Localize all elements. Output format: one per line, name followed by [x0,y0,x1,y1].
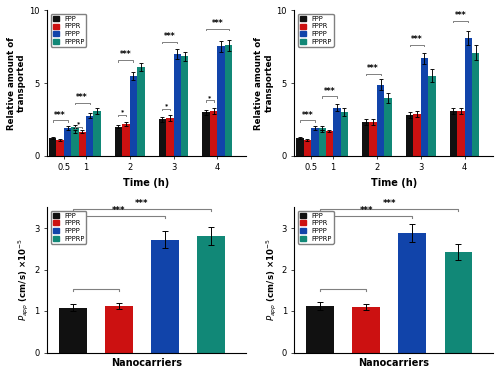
Bar [105,306,132,352]
Bar [377,84,384,156]
Bar [56,140,64,156]
Text: ***: *** [382,199,396,208]
Text: *: * [208,95,212,100]
Bar [370,122,377,156]
Text: (C): (C) [53,211,72,222]
Y-axis label: $P_{app}$ (cm/s) ×10$^{-5}$: $P_{app}$ (cm/s) ×10$^{-5}$ [17,238,32,321]
Bar [428,76,436,156]
Bar [174,54,181,156]
Bar [304,140,311,156]
X-axis label: Nanocarriers: Nanocarriers [358,358,430,368]
Legend: FPP, FPPR, FPPP, FPPRP: FPP, FPPR, FPPP, FPPRP [50,14,86,47]
Bar [333,108,340,156]
Bar [198,236,225,352]
Text: (B): (B) [300,15,319,25]
Text: ***: *** [360,206,373,215]
Bar [72,127,79,156]
X-axis label: Time (h): Time (h) [370,178,417,188]
Bar [464,38,472,156]
Bar [122,124,130,156]
Y-axis label: Relative amount of
transported: Relative amount of transported [7,37,26,130]
Bar [296,138,304,156]
Text: ***: *** [164,32,175,41]
Bar [450,111,457,156]
Legend: FPP, FPPR, FPPP, FPPRP: FPP, FPPR, FPPP, FPPRP [298,14,334,47]
Text: ***: *** [324,87,335,96]
Bar [49,138,56,156]
Bar [352,307,380,352]
Text: ***: *** [212,19,223,28]
Text: ***: *** [120,50,132,59]
X-axis label: Nanocarriers: Nanocarriers [111,358,182,368]
Legend: FPP, FPPR, FPPP, FPPRP: FPP, FPPR, FPPP, FPPRP [298,211,334,244]
Bar [181,56,188,156]
Text: *: * [120,110,124,114]
Bar [362,122,370,156]
Bar [472,53,480,156]
Bar [406,115,413,156]
Bar [340,112,348,156]
Text: *: * [164,104,168,109]
Text: ***: *** [135,199,148,208]
Bar [94,111,100,156]
X-axis label: Time (h): Time (h) [124,178,170,188]
Bar [457,111,464,156]
Bar [130,76,137,156]
Bar [420,58,428,156]
Bar [158,119,166,156]
Bar [318,131,326,156]
Bar [71,132,78,156]
Bar [218,46,225,156]
Bar [384,98,392,156]
Bar [151,240,179,352]
Text: ***: *** [368,64,379,73]
Text: ***: *** [112,206,126,215]
Text: *: * [77,121,80,126]
Bar [444,252,472,352]
Bar [311,128,318,156]
Bar [86,116,94,156]
Bar [202,112,210,156]
Bar [225,45,232,156]
Y-axis label: $P_{app}$ (cm/s) ×10$^{-5}$: $P_{app}$ (cm/s) ×10$^{-5}$ [264,238,278,321]
Bar [78,132,86,156]
Text: ***: *** [76,93,88,102]
Bar [306,306,334,352]
Text: ***: *** [455,11,466,20]
Bar [398,233,426,352]
Bar [210,111,218,156]
Bar [326,131,333,156]
Bar [64,128,72,156]
Text: ***: *** [302,111,313,120]
Text: ***: *** [411,35,423,44]
Text: (A): (A) [53,15,72,25]
Bar [59,308,86,352]
Bar [318,128,326,156]
Bar [115,127,122,156]
Bar [137,67,144,156]
Bar [166,118,173,156]
Text: (D): (D) [300,211,320,222]
Legend: FPP, FPPR, FPPP, FPPRP: FPP, FPPR, FPPP, FPPRP [50,211,86,244]
Bar [414,114,420,156]
Y-axis label: Relative amount of
transported: Relative amount of transported [254,37,274,130]
Text: ***: *** [54,111,66,120]
